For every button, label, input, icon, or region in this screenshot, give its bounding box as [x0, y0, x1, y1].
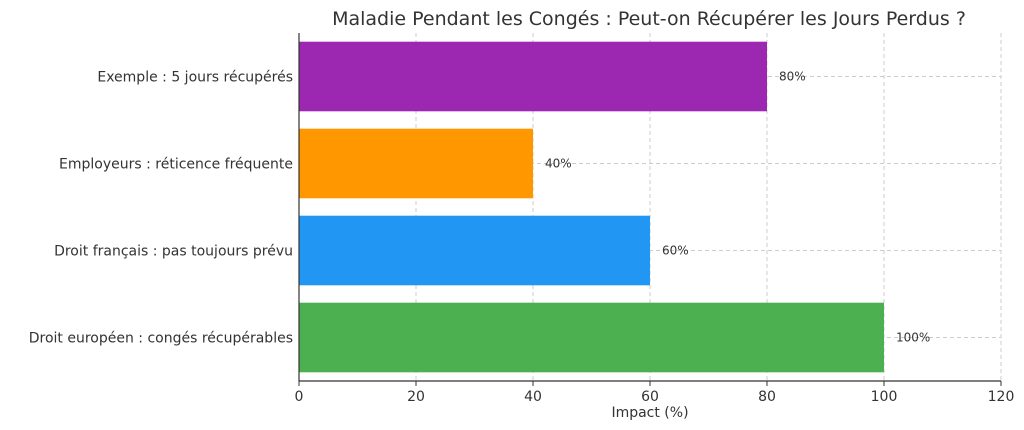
category-label: Droit français : pas toujours prévu	[54, 244, 293, 260]
category-label: Employeurs : réticence fréquente	[59, 157, 293, 173]
category-label: Droit européen : congés récupérables	[29, 331, 293, 347]
value-labels: 100% 60% 40% 80%	[545, 70, 930, 345]
x-tick-label: 60	[641, 389, 659, 405]
x-tick-label: 80	[758, 389, 776, 405]
x-axis-label: Impact (%)	[611, 405, 688, 421]
x-tick-label: 120	[988, 389, 1015, 405]
x-tick-label: 20	[407, 389, 425, 405]
bars	[299, 41, 884, 373]
bar	[299, 302, 884, 373]
value-label: 60%	[662, 244, 689, 258]
bar	[299, 41, 767, 112]
value-label: 100%	[896, 331, 930, 345]
chart-title: Maladie Pendant les Congés : Peut-on Réc…	[332, 8, 966, 30]
bar	[299, 128, 533, 199]
x-tick-label: 0	[295, 389, 304, 405]
category-labels: Droit européen : congés récupérables Droi…	[29, 70, 293, 347]
x-tick-label: 40	[524, 389, 542, 405]
value-label: 80%	[779, 70, 806, 84]
x-ticks: 0 20 40 60 80 100 120	[295, 381, 1015, 405]
x-tick-label: 100	[871, 389, 898, 405]
value-label: 40%	[545, 157, 572, 171]
bar	[299, 215, 650, 286]
category-label: Exemple : 5 jours récupérés	[97, 70, 293, 86]
